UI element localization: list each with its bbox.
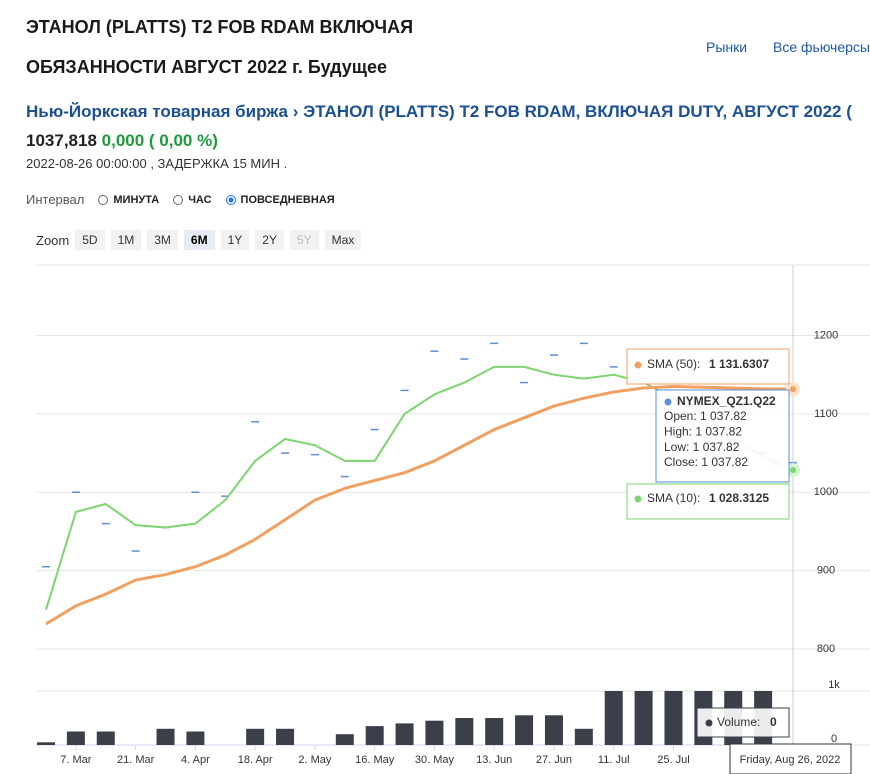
legend-dot: [664, 398, 672, 406]
y-tick-label: 1100: [814, 408, 838, 420]
zoom-button[interactable]: 1M: [110, 230, 142, 250]
tooltip-row: Close: 1 037.82: [664, 455, 748, 469]
ohlc-tooltip: [655, 389, 790, 483]
zoom-button[interactable]: 6M: [183, 230, 215, 250]
timestamp: 2022-08-26 00:00:00 , ЗАДЕРЖКА 15 МИН .: [26, 156, 288, 171]
volume-bar: [485, 718, 504, 745]
volume-bar: [276, 728, 295, 745]
volume-bar: [156, 728, 175, 745]
volume-bar: [455, 718, 474, 745]
interval-option[interactable]: МИНУТА: [98, 194, 159, 206]
price-change: 0,000 ( 0,00 %): [101, 131, 218, 150]
x-tick-label: 2. May: [298, 754, 332, 766]
volume-bar: [604, 691, 623, 745]
x-tick-label: 7. Mar: [60, 754, 92, 766]
tooltip-value: 0: [770, 715, 777, 729]
x-tick-label: 27. Jun: [536, 754, 572, 766]
sma10-tooltip: [626, 483, 790, 520]
y2-tick-label: 1k: [828, 679, 840, 691]
volume-bar: [96, 731, 115, 745]
tooltip-value: 1 131.6307: [709, 357, 769, 371]
x-tick-label: 30. May: [415, 754, 455, 766]
volume-bar: [335, 734, 354, 745]
option-text: ЧАС: [188, 193, 212, 206]
zoom-button[interactable]: Max: [324, 230, 362, 250]
radio-button[interactable]: [225, 194, 236, 205]
title-line: ЭТАНОЛ (PLATTS) T2 FOB RDAM ВКЛЮЧАЯ: [26, 17, 414, 37]
exchange-link[interactable]: Нью-Йоркская товарная биржа: [26, 102, 288, 121]
y-tick-label: 800: [817, 643, 835, 655]
zoom-bar: Zoom 5D 1M 3M 6M 1Y 2Y 5Y Max: [36, 230, 362, 250]
volume-bar: [544, 715, 563, 745]
tooltip-title: NYMEX_QZ1.Q22: [677, 394, 776, 408]
x-tick-label: 25. Jul: [657, 754, 689, 766]
interval-label: Интервал: [26, 192, 85, 207]
volume-bar: [574, 728, 593, 745]
x-tick-label: 13. Jun: [476, 754, 512, 766]
tooltip-row: Low: 1 037.82: [664, 440, 740, 454]
volume-bar: [664, 691, 683, 745]
crosshair-label: Friday, Aug 26, 2022: [740, 754, 841, 766]
volume-bar: [246, 728, 265, 745]
legend-dot: [634, 361, 642, 369]
interval-option[interactable]: ПОВСЕДНЕВНАЯ: [225, 193, 335, 206]
y2-tick-label: 0: [831, 733, 837, 745]
nav-link[interactable]: Все фьючерсы: [773, 39, 870, 55]
zoom-button[interactable]: 2Y: [255, 230, 284, 250]
breadcrumb: Нью-Йоркская товарная биржа › ЭТАНОЛ (PL…: [26, 102, 870, 122]
crosshair-label-box: [729, 743, 852, 774]
separator: ›: [292, 102, 299, 121]
volume-bar: [425, 720, 444, 745]
legend-dot: [634, 495, 642, 503]
tooltip-label: SMA (50):: [647, 357, 700, 371]
x-tick-label: 16. May: [355, 754, 395, 766]
volume-bar: [634, 691, 653, 745]
y-tick-label: 1000: [814, 486, 838, 498]
tooltip-row: Open: 1 037.82: [664, 409, 747, 423]
legend-dot: [705, 719, 713, 727]
sma50-hover-marker: [786, 382, 800, 397]
volume-bar: [66, 731, 85, 745]
quote: 1037,818 0,000 ( 0,00 %): [26, 131, 218, 151]
tooltip-label: Volume:: [717, 715, 760, 729]
title-line: ОБЯЗАННОСТИ АВГУСТ 2022 г. Будущее: [26, 57, 388, 77]
x-tick-label: 11. Jul: [598, 754, 630, 766]
option-text: ПОВСЕДНЕВНАЯ: [240, 193, 335, 206]
tooltip-value: 1 028.3125: [709, 491, 769, 505]
zoom-button[interactable]: 3M: [147, 230, 178, 250]
zoom-button: 5Y: [289, 230, 319, 250]
tooltip-label: SMA (10):: [647, 491, 700, 505]
volume-bar: [186, 731, 205, 745]
radio-button[interactable]: [173, 194, 184, 205]
x-tick-label: 21. Mar: [117, 754, 155, 766]
volume-bar: [365, 726, 384, 745]
nav-link[interactable]: Рынки: [706, 39, 748, 55]
tooltip-row: High: 1 037.82: [664, 424, 742, 438]
sma-line: [45, 384, 794, 626]
interval-option[interactable]: ЧАС: [173, 193, 212, 206]
volume-bar: [515, 715, 534, 745]
x-tick-label: 18. Apr: [238, 754, 273, 766]
instrument-link[interactable]: ЭТАНОЛ (PLATTS) T2 FOB RDAM, ВКЛЮЧАЯ DUT…: [303, 102, 852, 121]
volume-bar: [395, 723, 414, 745]
radio-button[interactable]: [98, 194, 109, 205]
option-text: МИНУТА: [113, 193, 160, 206]
last-price: 1037,818: [26, 131, 97, 150]
y-tick-label: 1200: [814, 329, 838, 341]
zoom-label: Zoom: [36, 232, 70, 248]
interval-selector: Интервал МИНУТА ЧАС ПОВСЕДНЕВНАЯ: [26, 192, 335, 207]
zoom-button[interactable]: 1Y: [220, 230, 250, 250]
y-tick-label: 900: [817, 565, 835, 577]
sma50-tooltip: [626, 348, 790, 385]
zoom-button[interactable]: 5D: [75, 230, 105, 250]
volume-bar: [37, 742, 55, 745]
x-tick-label: 4. Apr: [181, 754, 210, 766]
